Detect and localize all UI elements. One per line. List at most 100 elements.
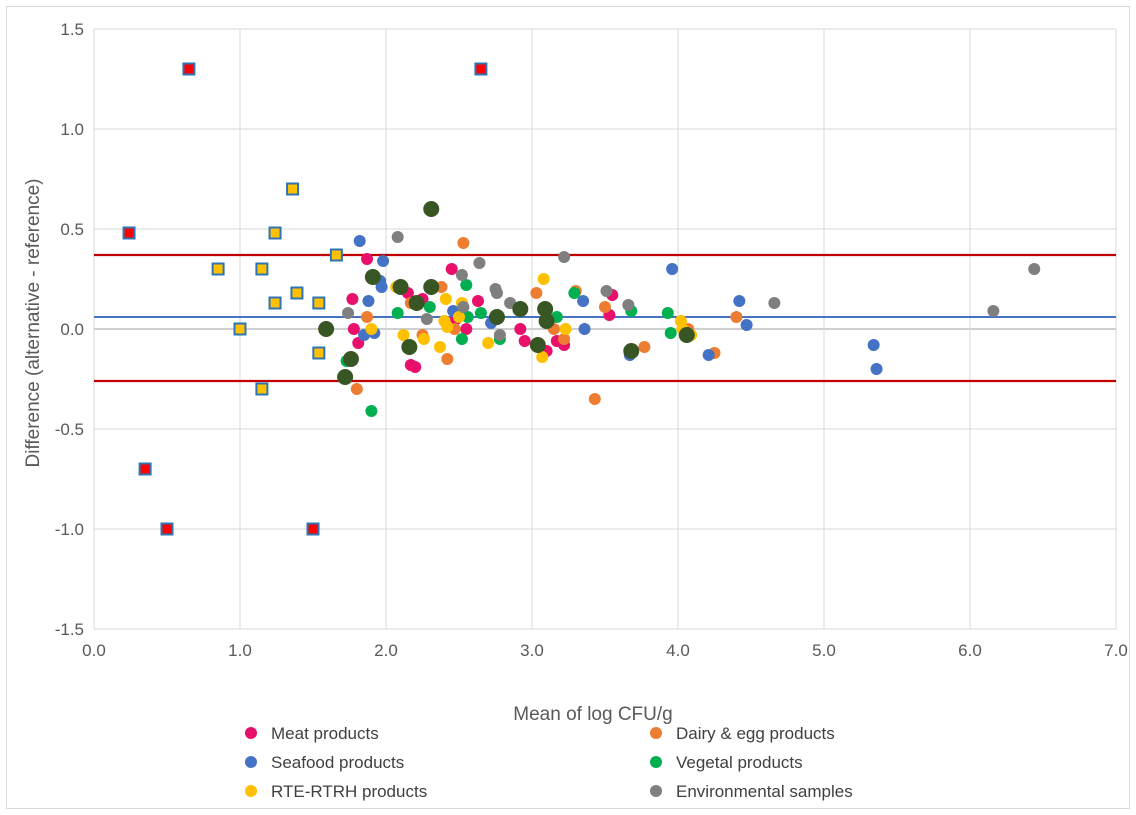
data-point xyxy=(493,329,506,341)
data-point xyxy=(867,339,880,351)
x-tick-label: 0.0 xyxy=(82,641,106,660)
data-point xyxy=(490,287,503,299)
x-tick-label: 7.0 xyxy=(1104,641,1128,660)
data-point xyxy=(441,321,454,333)
data-point-square xyxy=(312,346,326,360)
legend-marker xyxy=(245,727,257,739)
data-point xyxy=(460,323,473,335)
data-point xyxy=(365,405,378,417)
data-point xyxy=(377,255,390,267)
legend-label: Meat products xyxy=(271,724,379,743)
data-point-large xyxy=(537,301,554,317)
y-tick-label: -0.5 xyxy=(55,420,84,439)
data-point xyxy=(439,293,452,305)
data-point xyxy=(638,341,651,353)
data-point-large xyxy=(488,309,505,325)
data-point-square xyxy=(286,182,300,196)
data-point xyxy=(733,295,746,307)
data-point xyxy=(353,235,366,247)
data-point xyxy=(558,251,571,263)
data-point xyxy=(730,311,743,323)
series-6 xyxy=(318,201,695,385)
data-point xyxy=(455,269,468,281)
data-point-square xyxy=(268,296,282,310)
data-point xyxy=(350,383,363,395)
data-point xyxy=(1028,263,1041,275)
x-tick-label: 6.0 xyxy=(958,641,982,660)
scatter-chart: 1.5 1.0 0.5 0.0 -0.5 -1.0 -1.5 0.0 1.0 2.0 3.0 4.0 5… xyxy=(23,20,1128,801)
data-point xyxy=(599,301,611,313)
data-point xyxy=(342,307,355,319)
data-point xyxy=(362,295,375,307)
data-point-large xyxy=(423,279,440,295)
x-tick-label: 4.0 xyxy=(666,641,690,660)
data-point-large xyxy=(512,301,529,317)
data-point xyxy=(434,341,447,353)
data-point xyxy=(559,323,572,335)
data-point-square xyxy=(255,262,269,276)
data-point xyxy=(514,323,527,335)
y-tick-label: 0.0 xyxy=(60,320,84,339)
x-tick-label: 1.0 xyxy=(228,641,252,660)
legend-label: Environmental samples xyxy=(676,782,853,801)
data-point xyxy=(666,263,679,275)
data-point-large xyxy=(529,337,546,353)
legend-label: Seafood products xyxy=(271,753,404,772)
y-tick-label: 1.0 xyxy=(60,120,84,139)
series-7 xyxy=(211,182,343,396)
legend: Meat products Dairy & egg products Seafood… xyxy=(245,724,853,801)
data-point xyxy=(768,297,781,309)
data-point xyxy=(347,323,360,335)
data-point xyxy=(600,285,613,297)
data-point xyxy=(530,287,543,299)
data-point-large xyxy=(342,351,359,367)
data-point-square xyxy=(329,248,343,262)
data-point xyxy=(391,307,404,319)
data-point-square xyxy=(138,462,152,476)
data-point xyxy=(987,305,1000,317)
data-point xyxy=(457,301,470,313)
data-point-square xyxy=(211,262,225,276)
data-point xyxy=(365,323,378,335)
data-point xyxy=(661,307,674,319)
data-point xyxy=(558,333,571,345)
data-point xyxy=(375,281,388,293)
data-point xyxy=(423,301,436,313)
data-point-large xyxy=(408,295,425,311)
data-point xyxy=(664,327,677,339)
data-point xyxy=(577,295,590,307)
data-point xyxy=(870,363,883,375)
chart-frame: 1.5 1.0 0.5 0.0 -0.5 -1.0 -1.5 0.0 1.0 2.0 3.0 4.0 5… xyxy=(6,6,1130,809)
data-point-large xyxy=(337,369,354,385)
data-point-square xyxy=(122,226,136,240)
data-point xyxy=(471,295,484,307)
data-point-square xyxy=(306,522,320,536)
data-point xyxy=(474,307,487,319)
data-point xyxy=(537,273,550,285)
data-point-large xyxy=(538,313,555,329)
data-point xyxy=(578,323,591,335)
data-point xyxy=(460,279,473,291)
data-point xyxy=(702,349,715,361)
data-point xyxy=(622,299,635,311)
data-point-large xyxy=(392,279,409,295)
data-point-square xyxy=(268,226,282,240)
data-point xyxy=(361,253,374,265)
data-point-large xyxy=(364,269,381,285)
y-tick-label: -1.0 xyxy=(55,520,84,539)
data-point xyxy=(397,329,410,341)
legend-marker xyxy=(650,727,662,739)
data-point-square xyxy=(160,522,174,536)
data-point-square xyxy=(255,382,269,396)
legend-marker xyxy=(650,785,662,797)
data-point-square xyxy=(290,286,304,300)
data-point-large xyxy=(401,339,418,355)
legend-label: Vegetal products xyxy=(676,753,803,772)
legend-marker xyxy=(245,756,257,768)
data-point xyxy=(417,333,430,345)
data-point xyxy=(453,311,465,323)
x-axis-title: Mean of log CFU/g xyxy=(513,704,672,725)
x-tick-label: 2.0 xyxy=(374,641,398,660)
data-point xyxy=(409,361,422,373)
y-tick-label: 0.5 xyxy=(60,220,84,239)
